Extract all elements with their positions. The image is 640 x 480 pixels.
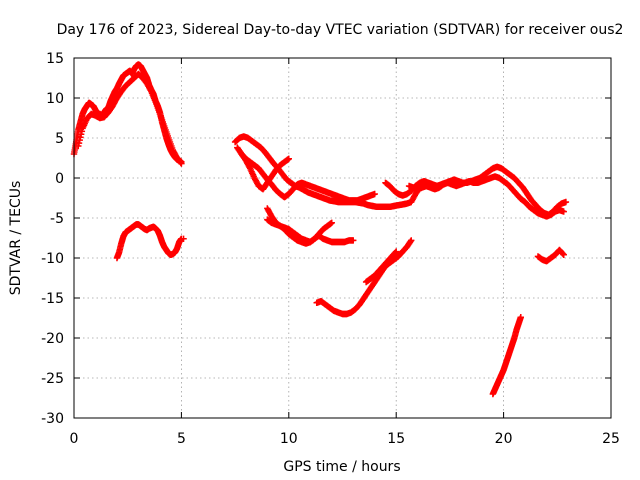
x-tick-label: 25 — [602, 431, 620, 447]
y-tick-label: -15 — [41, 291, 64, 307]
series-arc-1b — [75, 70, 185, 167]
series-arc-5 — [313, 237, 415, 318]
x-tick-label: 5 — [177, 431, 186, 447]
data-point-marker — [408, 237, 415, 244]
series-arc-8 — [489, 314, 524, 398]
series-isolated — [180, 235, 187, 242]
y-tick-label: -25 — [41, 371, 64, 387]
data-point-marker — [328, 219, 335, 226]
data-point-marker — [517, 314, 524, 321]
data-point-marker — [350, 237, 357, 244]
y-tick-label: -5 — [50, 211, 64, 227]
x-tick-label: 10 — [280, 431, 298, 447]
plot-frame — [73, 57, 612, 419]
series-arc-7 — [534, 246, 567, 265]
series-arc-6b — [405, 173, 567, 220]
x-tick-labels: 0 5 10 15 20 25 — [70, 431, 620, 447]
y-tick-label: -10 — [41, 251, 64, 267]
x-tick-label: 15 — [387, 431, 405, 447]
series-arc-5b — [362, 248, 400, 286]
data-point-marker — [180, 235, 187, 242]
x-tick-label: 20 — [495, 431, 513, 447]
data-point-marker — [562, 198, 570, 206]
series-arc-6 — [382, 163, 570, 218]
series-arc-3c — [234, 144, 292, 193]
series-arc-2 — [113, 221, 185, 262]
y-tick-label: 15 — [46, 51, 64, 67]
data-point-marker — [178, 160, 185, 167]
y-tick-label: 10 — [46, 91, 64, 107]
y-tick-label: 0 — [55, 171, 64, 187]
axis-ticks — [73, 57, 612, 419]
series-arc-4b — [264, 216, 335, 247]
grid — [73, 57, 612, 419]
series-arc-1 — [70, 61, 185, 166]
y-tick-label: -30 — [41, 411, 64, 427]
y-tick-label: 5 — [55, 131, 64, 147]
chart-title: Day 176 of 2023, Sidereal Day-to-day VTE… — [57, 22, 624, 38]
data-marks — [70, 61, 570, 398]
data-point-marker — [393, 248, 400, 255]
y-axis-label: SDTVAR / TECUs — [8, 181, 24, 296]
y-tick-labels: 15 10 5 0 -5 -10 -15 -20 -25 -30 — [41, 51, 64, 427]
x-axis-label: GPS time / hours — [283, 459, 400, 475]
data-point-marker — [285, 155, 292, 162]
x-tick-label: 0 — [70, 431, 79, 447]
data-point-marker — [560, 208, 567, 215]
data-point-marker — [371, 190, 378, 198]
y-tick-label: -20 — [41, 331, 64, 347]
data-point-marker — [560, 251, 567, 258]
